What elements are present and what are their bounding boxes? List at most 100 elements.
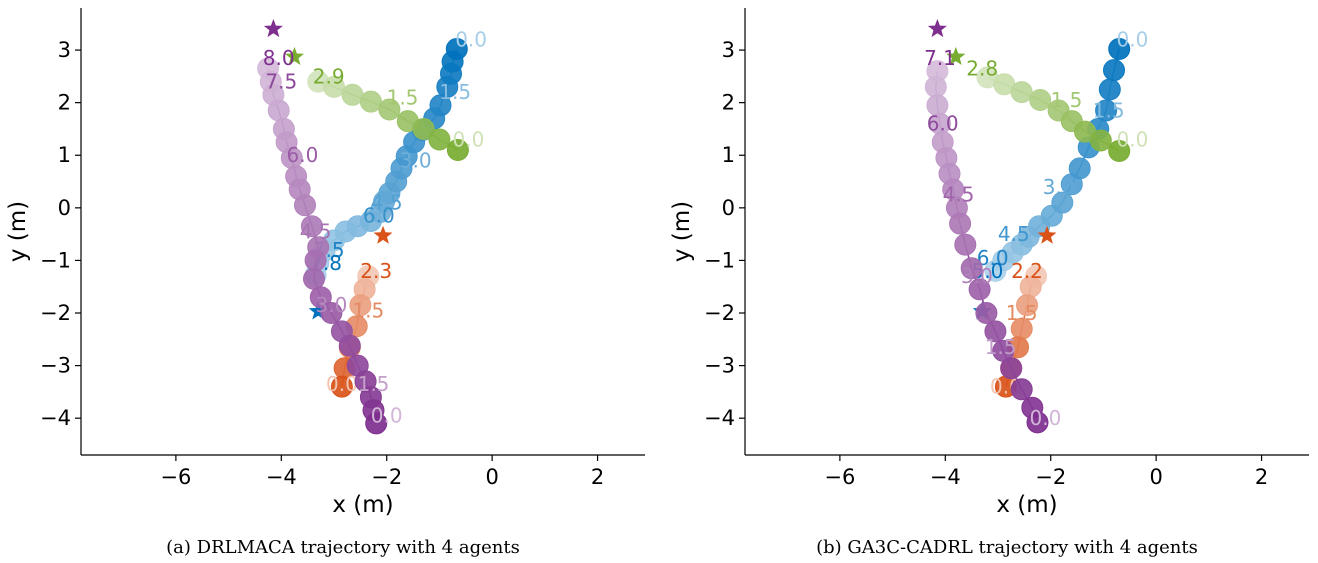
trajectory-point — [1029, 89, 1052, 111]
y-tick-label: −4 — [704, 406, 735, 430]
time-label: 7.1 — [924, 46, 956, 70]
trajectory-point — [924, 75, 947, 98]
trajectory-point — [1010, 81, 1033, 104]
trajectory-point — [960, 257, 983, 280]
goal-star-icon — [308, 301, 328, 320]
y-tick-label: −3 — [704, 354, 735, 378]
trajectory-point — [304, 249, 327, 272]
trajectory-point — [267, 99, 290, 122]
trajectory-point — [445, 38, 468, 60]
y-tick-label: −3 — [40, 354, 71, 378]
time-label: 0.0 — [452, 128, 484, 152]
trajectory-point — [378, 98, 401, 121]
time-label: 1.5 — [358, 372, 390, 396]
trajectory-point — [323, 75, 345, 98]
x-tick-label: −2 — [1035, 465, 1066, 489]
trajectory-point — [975, 302, 998, 324]
trajectory-point — [1000, 357, 1023, 380]
y-tick-label: 2 — [58, 91, 71, 115]
y-tick-label: −2 — [704, 301, 735, 325]
trajectory-point — [320, 302, 343, 324]
time-label: 4.5 — [371, 191, 403, 215]
trajectory-point — [1016, 294, 1038, 317]
time-label: 1.5 — [1093, 99, 1125, 123]
time-label: 2.3 — [360, 259, 392, 283]
time-label: 0.0 — [1116, 128, 1148, 152]
trajectory-point — [412, 118, 435, 140]
time-label: 0.0 — [1029, 406, 1061, 430]
y-tick-label: −2 — [40, 301, 71, 325]
x-axis-label: x (m) — [332, 492, 393, 518]
time-label: 0.0 — [1116, 28, 1148, 52]
trajectory-point — [330, 375, 353, 398]
goal-star-icon — [946, 46, 966, 65]
time-label: 3.0 — [1043, 175, 1075, 199]
y-tick-label: 3 — [722, 38, 735, 62]
figure-caption: (a) DRLMACA trajectory with 4 agents — [166, 537, 520, 558]
series-1: 0.0 1.5 2.8 — [946, 46, 1148, 162]
trajectory-point — [984, 320, 1007, 343]
time-label: 8.0 — [263, 46, 295, 70]
x-tick-label: 0 — [485, 465, 498, 489]
time-label: 7.5 — [265, 70, 297, 94]
y-axis-label: y (m) — [669, 201, 695, 262]
time-label: 6.0 — [363, 204, 395, 228]
y-tick-label: 3 — [58, 38, 71, 62]
x-axis-label: x (m) — [996, 492, 1057, 518]
trajectory-point — [338, 334, 361, 357]
trajectory-point — [1026, 411, 1049, 434]
goal-star-icon — [927, 19, 947, 38]
time-label: 1.5 — [387, 85, 419, 109]
x-tick-label: −6 — [160, 465, 191, 489]
series-3: 0.01.53.04.56.07.1 — [924, 19, 1061, 434]
y-axis-label: y (m) — [5, 201, 31, 262]
time-label: 3.0 — [315, 293, 347, 317]
trajectory-point — [1068, 157, 1091, 180]
trajectory-point — [949, 212, 972, 235]
trajectory-point — [303, 267, 325, 290]
time-label: 6.0 — [286, 143, 318, 167]
goal-star-icon — [1037, 225, 1057, 244]
time-label: 1.5 — [985, 335, 1017, 359]
y-tick-label: 2 — [722, 91, 735, 115]
trajectory-point — [300, 215, 323, 238]
trajectory-point — [359, 90, 382, 113]
time-label: 3.0 — [961, 264, 993, 288]
x-tick-label: −4 — [930, 465, 961, 489]
time-label: 1.5 — [1006, 301, 1038, 325]
trajectory-point — [1051, 191, 1074, 214]
trajectory-point — [294, 194, 316, 217]
trajectory-point — [365, 412, 388, 435]
series-2: 0.01.52.3 — [326, 225, 393, 398]
y-tick-label: 0 — [722, 196, 735, 220]
series-3: 0.01.53.04.56.07.58.0 — [257, 19, 403, 435]
x-tick-label: 2 — [591, 465, 604, 489]
goal-star-icon — [263, 19, 283, 38]
trajectory-point — [446, 139, 469, 161]
time-label: 1.5 — [352, 298, 384, 322]
trajectory-point — [1108, 38, 1131, 60]
trajectory-point — [968, 278, 991, 301]
y-tick-label: 0 — [58, 196, 71, 220]
time-label: 4.5 — [300, 220, 332, 244]
x-tick-label: −4 — [266, 465, 297, 489]
time-label: 1.5 — [1051, 88, 1083, 112]
time-label: 0.0 — [455, 28, 487, 52]
y-tick-label: −4 — [40, 406, 71, 430]
time-label: 4.5 — [943, 183, 975, 207]
goal-star-icon — [285, 46, 304, 65]
time-label: 2.9 — [313, 64, 345, 88]
time-label: 4.5 — [998, 222, 1030, 246]
goal-star-icon — [373, 225, 393, 244]
time-label: 3.0 — [400, 149, 432, 173]
time-label: 0.0 — [371, 404, 403, 428]
x-tick-label: 2 — [1255, 465, 1268, 489]
trajectory-point — [954, 233, 977, 256]
figure-caption: (b) GA3C-CADRL trajectory with 4 agents — [816, 537, 1198, 558]
trajectory-point — [1103, 59, 1125, 82]
y-tick-label: 1 — [58, 143, 71, 167]
y-tick-label: −1 — [704, 248, 735, 272]
trajectory-point — [309, 286, 332, 309]
